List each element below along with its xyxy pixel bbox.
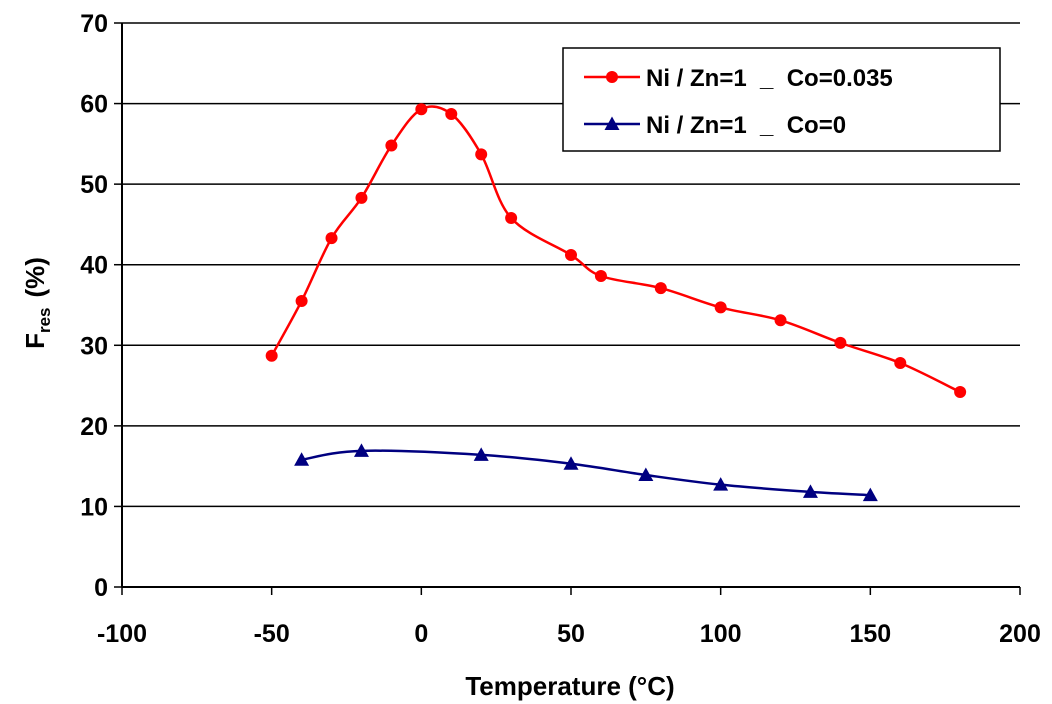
series-0-point-7 (475, 148, 488, 161)
series-0-point-13 (774, 314, 787, 327)
series-0-point-9 (565, 249, 577, 262)
axes (114, 22, 1021, 595)
series-0-point-3 (355, 191, 368, 204)
y-tick-labels: 0 10 20 30 40 50 60 70 (80, 10, 108, 602)
series-1-point-4 (638, 467, 654, 482)
series-0-point-4 (385, 139, 398, 152)
series-1-point-2 (473, 447, 489, 461)
series-line-1 (301, 449, 871, 497)
x-axis-label: Temperature (°C) (465, 671, 674, 701)
x-tick-label: 150 (849, 620, 891, 648)
legend-marker-0 (606, 71, 618, 83)
series-1-point-6 (802, 484, 818, 498)
series-0-point-2 (325, 232, 338, 245)
series-0-point-11 (654, 282, 667, 295)
x-tick-label: 0 (414, 620, 428, 648)
legend: Ni / Zn=1 _ Co=0.035 Ni / Zn=1 _ Co=0 (562, 47, 1001, 152)
y-tick-label: 50 (80, 171, 108, 199)
series-0-point-16 (954, 386, 967, 399)
legend-label-1: Ni / Zn=1 _ Co=0 (646, 112, 846, 139)
y-tick-label: 20 (80, 413, 108, 441)
y-tick-label: 70 (80, 10, 108, 38)
y-axis-label-unit: (%) (20, 257, 50, 297)
series-group (265, 103, 967, 502)
legend-box (562, 47, 1001, 152)
series-1-point-3 (563, 456, 579, 470)
series-0-point-15 (894, 357, 907, 370)
series-0-point-14 (834, 336, 847, 349)
legend-marker-1 (604, 116, 620, 130)
y-tick-label: 30 (80, 332, 108, 360)
x-tick-label: -50 (254, 620, 290, 648)
y-axis-label-main: F (20, 333, 50, 349)
series-1-point-1 (353, 443, 369, 457)
y-tick-label: 40 (80, 252, 108, 280)
series-0-point-6 (445, 108, 458, 121)
series-1-point-7 (862, 487, 878, 502)
series-0-point-8 (505, 211, 518, 224)
series-1-point-0 (294, 452, 310, 466)
series-0-point-1 (295, 294, 308, 307)
y-axis-label-sub: res (35, 308, 54, 334)
x-tick-label: 100 (700, 620, 742, 648)
y-axis-label: Fres (%) (20, 257, 54, 349)
series-0-point-0 (265, 349, 278, 362)
x-tick-label: -100 (97, 620, 147, 648)
series-0-point-10 (594, 269, 607, 282)
y-tick-label: 10 (80, 493, 108, 521)
y-tick-label: 0 (94, 574, 108, 602)
x-tick-label: 200 (999, 620, 1041, 648)
series-1-point-5 (713, 477, 729, 491)
series-0-point-5 (415, 103, 428, 116)
series-0-point-12 (714, 301, 727, 314)
x-tick-labels: -100 -50 0 50 100 150 200 (97, 620, 1041, 648)
x-tick-label: 50 (557, 620, 585, 648)
legend-label-0: Ni / Zn=1 _ Co=0.035 (646, 65, 893, 92)
y-tick-label: 60 (80, 91, 108, 119)
